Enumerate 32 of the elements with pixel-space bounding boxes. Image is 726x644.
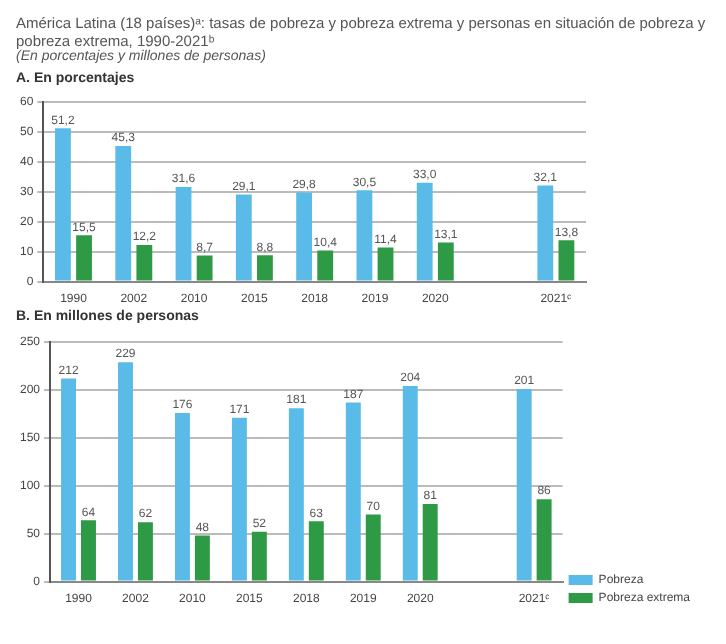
bar [296,192,313,282]
bar [288,408,304,582]
bar [416,183,433,282]
bar [558,240,575,282]
bar [55,128,71,282]
bar [137,522,153,582]
bar [345,402,361,582]
bar [257,255,273,282]
bar [175,187,192,282]
bar [136,245,153,282]
bar [536,499,552,582]
bar [516,389,532,582]
bar [196,256,213,282]
bar [235,194,252,282]
bar [115,146,132,282]
bar [365,515,381,582]
bar [402,386,418,582]
bar [76,235,92,282]
bar [317,250,334,282]
bar [194,536,210,582]
bar [174,413,190,582]
bar [61,379,77,582]
bar [377,247,394,282]
bar [308,521,324,582]
bar [437,242,454,282]
bar [118,362,133,582]
bar [422,504,438,582]
bar [251,532,267,582]
bar [231,418,247,582]
bar [356,190,373,282]
bar [537,186,554,282]
bar [80,520,96,582]
